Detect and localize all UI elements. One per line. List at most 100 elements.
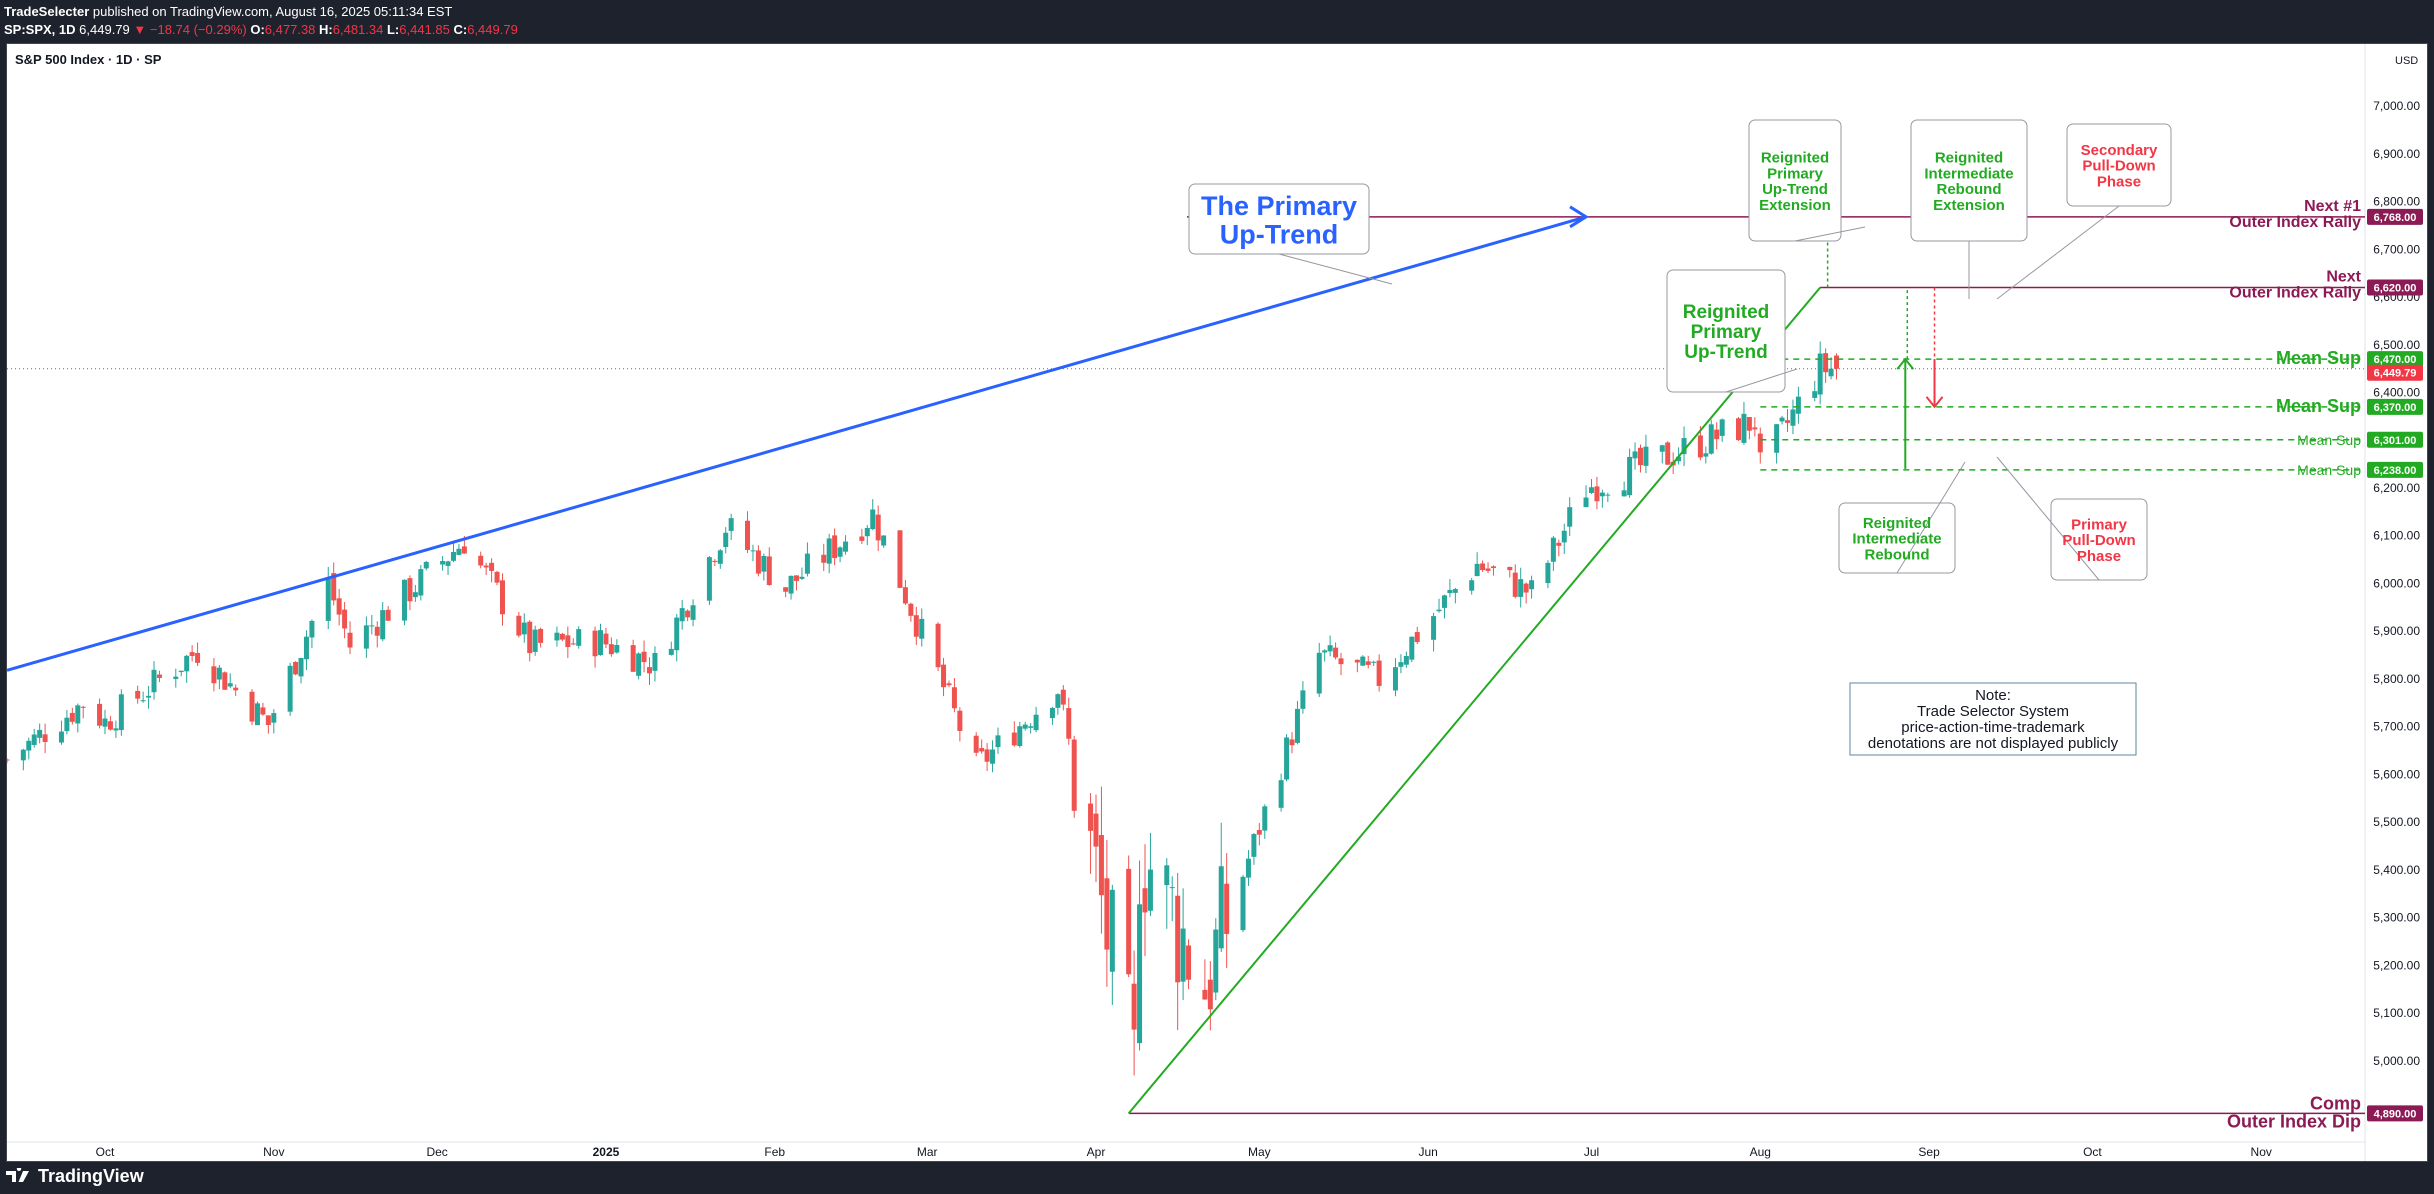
- candle-body[interactable]: [864, 527, 870, 537]
- candle-body[interactable]: [1512, 572, 1518, 597]
- candle-body[interactable]: [559, 633, 565, 640]
- candle-body[interactable]: [1289, 739, 1295, 746]
- candle-body[interactable]: [598, 630, 604, 656]
- candle-body[interactable]: [1447, 590, 1453, 594]
- candle-body[interactable]: [538, 628, 544, 643]
- candle-body[interactable]: [1676, 456, 1682, 462]
- candle-body[interactable]: [951, 687, 957, 709]
- candle-body[interactable]: [641, 651, 647, 663]
- candle-body[interactable]: [516, 615, 522, 636]
- candle-body[interactable]: [418, 569, 424, 596]
- candle-body[interactable]: [821, 554, 827, 563]
- candle-body[interactable]: [1779, 417, 1785, 422]
- candle-body[interactable]: [1126, 868, 1132, 975]
- candle-body[interactable]: [636, 653, 642, 676]
- candle-body[interactable]: [826, 538, 832, 564]
- candle-body[interactable]: [412, 592, 418, 598]
- candle-body[interactable]: [990, 749, 996, 764]
- candle-body[interactable]: [1605, 494, 1611, 496]
- candle-body[interactable]: [902, 587, 908, 604]
- candle-body[interactable]: [97, 703, 103, 726]
- candle-body[interactable]: [1164, 865, 1170, 886]
- candle-body[interactable]: [184, 655, 190, 672]
- candle-body[interactable]: [1703, 453, 1709, 457]
- candle-body[interactable]: [450, 552, 456, 561]
- candle-body[interactable]: [897, 530, 903, 588]
- candle-body[interactable]: [1327, 645, 1333, 652]
- candle-body[interactable]: [1256, 829, 1262, 835]
- candle-body[interactable]: [1643, 446, 1649, 466]
- candle-body[interactable]: [1409, 636, 1415, 660]
- candle-body[interactable]: [113, 728, 119, 731]
- candle-body[interactable]: [249, 691, 255, 722]
- candle-body[interactable]: [140, 700, 146, 702]
- candle-body[interactable]: [1480, 563, 1486, 571]
- candle-body[interactable]: [298, 658, 304, 677]
- candle-body[interactable]: [303, 636, 309, 660]
- candle-body[interactable]: [1055, 694, 1061, 708]
- candle-body[interactable]: [20, 749, 26, 761]
- candle-body[interactable]: [1523, 583, 1529, 593]
- candle-body[interactable]: [570, 643, 576, 645]
- candle-body[interactable]: [630, 645, 636, 672]
- candle-body[interactable]: [832, 535, 838, 559]
- candle-body[interactable]: [1828, 368, 1834, 377]
- candle-body[interactable]: [652, 652, 658, 671]
- candle-body[interactable]: [1284, 737, 1290, 780]
- candle-body[interactable]: [647, 667, 653, 674]
- candle-body[interactable]: [271, 713, 277, 723]
- candle-body[interactable]: [385, 609, 391, 621]
- candle-body[interactable]: [1360, 656, 1366, 666]
- candle-body[interactable]: [135, 690, 141, 699]
- candle-body[interactable]: [1403, 656, 1409, 665]
- candle-body[interactable]: [706, 557, 712, 601]
- candle-body[interactable]: [1588, 487, 1594, 493]
- candle-body[interactable]: [837, 547, 843, 557]
- price-axis[interactable]: [2365, 44, 2427, 1161]
- candle-body[interactable]: [783, 587, 789, 592]
- candle-body[interactable]: [1147, 869, 1153, 911]
- candle-body[interactable]: [668, 648, 674, 655]
- candle-body[interactable]: [151, 669, 157, 693]
- candle-body[interactable]: [614, 644, 620, 653]
- candle-body[interactable]: [554, 632, 560, 641]
- candle-body[interactable]: [723, 532, 729, 548]
- candle-body[interactable]: [1088, 803, 1094, 831]
- candle-body[interactable]: [1507, 566, 1513, 571]
- candle-body[interactable]: [1594, 486, 1600, 502]
- candle-body[interactable]: [1757, 433, 1763, 453]
- candle-body[interactable]: [423, 561, 429, 569]
- candle-body[interactable]: [1093, 813, 1099, 847]
- candle-body[interactable]: [881, 535, 887, 546]
- candle-body[interactable]: [494, 571, 500, 583]
- candle-body[interactable]: [1071, 739, 1077, 811]
- candle-body[interactable]: [1659, 445, 1665, 452]
- candle-body[interactable]: [445, 561, 451, 566]
- candle-body[interactable]: [1033, 714, 1039, 731]
- candle-body[interactable]: [1714, 429, 1720, 440]
- candle-body[interactable]: [58, 731, 64, 743]
- note-box[interactable]: Note:Trade Selector Systemprice-action-t…: [1849, 682, 2137, 756]
- candle-body[interactable]: [325, 577, 331, 621]
- candle-body[interactable]: [7, 759, 10, 761]
- candle-body[interactable]: [608, 644, 614, 655]
- candle-body[interactable]: [374, 626, 380, 636]
- candle-body[interactable]: [788, 575, 794, 594]
- candle-body[interactable]: [1469, 580, 1475, 591]
- candle-body[interactable]: [347, 632, 353, 648]
- candle-body[interactable]: [527, 621, 533, 654]
- candle-body[interactable]: [1414, 632, 1420, 643]
- candle-body[interactable]: [293, 662, 299, 675]
- candle-body[interactable]: [1098, 835, 1104, 896]
- candle-body[interactable]: [227, 683, 233, 687]
- candle-body[interactable]: [761, 555, 767, 572]
- candle-body[interactable]: [1104, 878, 1110, 950]
- candle-body[interactable]: [195, 653, 201, 663]
- candle-body[interactable]: [1245, 858, 1251, 878]
- candle-body[interactable]: [1213, 929, 1219, 993]
- candle-body[interactable]: [222, 672, 228, 690]
- candle-body[interactable]: [973, 735, 979, 753]
- candle-body[interactable]: [1316, 652, 1322, 694]
